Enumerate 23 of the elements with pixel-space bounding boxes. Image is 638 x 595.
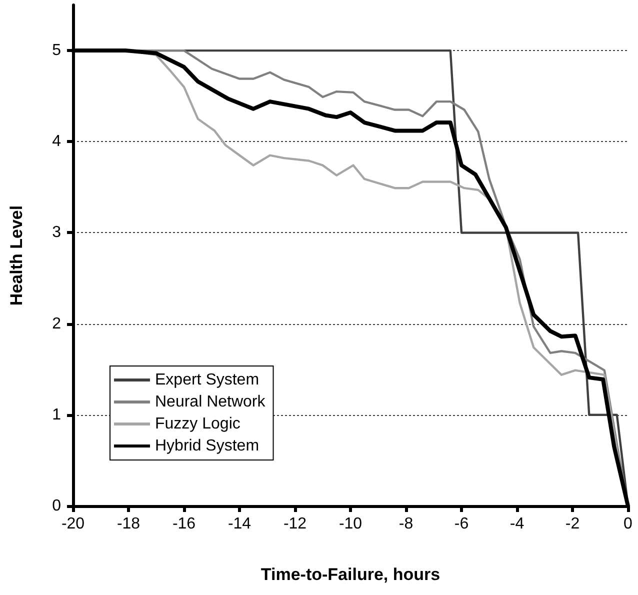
x-tick-label: -4: [510, 516, 524, 532]
y-tick-label: 1: [52, 406, 62, 424]
x-tick-label: -12: [283, 516, 307, 532]
x-tick-label: -20: [61, 516, 85, 532]
y-tick-label: 3: [52, 224, 62, 242]
y-tick-label: 2: [52, 315, 62, 332]
y-tick-label: 0: [52, 498, 62, 514]
legend-label: Fuzzy Logic: [155, 416, 240, 432]
x-axis-title: Time-to-Failure, hours: [260, 565, 440, 584]
y-axis-title: Health Level: [7, 205, 26, 306]
x-tick-label: 0: [624, 516, 633, 532]
legend-label: Hybrid System: [155, 438, 260, 454]
y-tick-label: 5: [52, 42, 62, 60]
x-tick-label: -6: [454, 516, 469, 532]
legend-label: Expert System: [155, 372, 260, 388]
legend-label: Neural Network: [155, 394, 266, 410]
x-tick-label: -2: [565, 516, 580, 532]
x-tick-label: -10: [338, 516, 362, 532]
x-tick-label: -8: [398, 516, 414, 532]
y-tick-label: 4: [52, 133, 62, 150]
x-tick-label: -18: [116, 516, 140, 532]
x-tick-label: -16: [172, 516, 196, 532]
x-tick-label: -14: [228, 516, 252, 532]
